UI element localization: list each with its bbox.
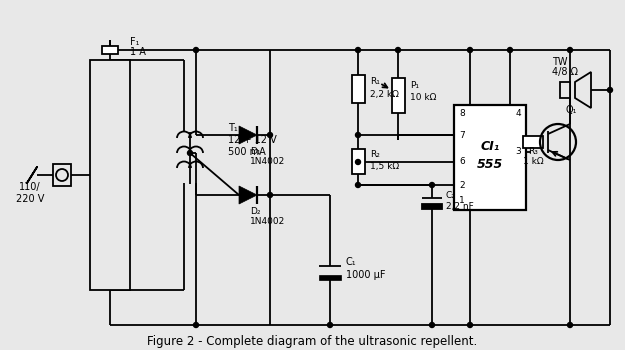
Circle shape: [508, 48, 512, 52]
Text: 4: 4: [515, 109, 521, 118]
Polygon shape: [239, 126, 257, 144]
Bar: [319, 274, 341, 280]
Bar: [560, 82, 570, 98]
Text: 4/8 Ω: 4/8 Ω: [552, 67, 578, 77]
Text: R₁: R₁: [370, 77, 380, 86]
Text: Figure 2 - Complete diagram of the ultrasonic repellent.: Figure 2 - Complete diagram of the ultra…: [148, 336, 478, 349]
Bar: [523, 136, 543, 148]
Text: 555: 555: [477, 159, 503, 172]
Text: TW: TW: [552, 57, 568, 67]
Bar: [351, 149, 364, 174]
Text: 3: 3: [515, 147, 521, 156]
Text: C₂: C₂: [446, 191, 456, 201]
Bar: [454, 105, 526, 210]
Text: 1,5 kΩ: 1,5 kΩ: [370, 162, 399, 171]
Text: 6: 6: [459, 158, 465, 167]
Circle shape: [194, 48, 199, 52]
Circle shape: [608, 88, 612, 92]
Text: 500 mA: 500 mA: [228, 147, 266, 157]
Circle shape: [356, 133, 361, 138]
Circle shape: [396, 48, 401, 52]
Bar: [351, 75, 364, 103]
Text: 2,2 nF: 2,2 nF: [446, 203, 474, 211]
Text: 12 + 12 V: 12 + 12 V: [228, 135, 277, 145]
Circle shape: [429, 322, 434, 328]
Text: 2,2 kΩ: 2,2 kΩ: [370, 90, 399, 98]
Bar: [90, 60, 130, 290]
Circle shape: [468, 322, 472, 328]
Text: 7: 7: [459, 131, 465, 140]
Circle shape: [268, 133, 272, 138]
Text: 1 kΩ: 1 kΩ: [522, 158, 543, 167]
Circle shape: [194, 322, 199, 328]
Circle shape: [356, 160, 361, 164]
Text: 8: 8: [459, 109, 465, 118]
Circle shape: [568, 322, 572, 328]
Bar: [53, 164, 71, 186]
Text: 1000 μF: 1000 μF: [346, 270, 386, 280]
Polygon shape: [239, 186, 257, 204]
Text: 110/
220 V: 110/ 220 V: [16, 182, 44, 204]
Bar: [102, 46, 118, 54]
Bar: [422, 203, 442, 209]
Text: T₁: T₁: [228, 123, 238, 133]
Text: 1: 1: [459, 196, 465, 205]
Circle shape: [328, 322, 332, 328]
Text: R₃: R₃: [528, 147, 538, 156]
Text: 1N4002: 1N4002: [250, 156, 285, 166]
Bar: [391, 77, 404, 112]
Text: 1 A: 1 A: [130, 47, 146, 57]
Text: P₁: P₁: [410, 80, 419, 90]
Text: 2: 2: [459, 181, 465, 189]
Text: 10 kΩ: 10 kΩ: [410, 93, 436, 103]
Text: D₁: D₁: [250, 147, 261, 156]
Circle shape: [568, 48, 572, 52]
Circle shape: [188, 150, 192, 155]
Text: 1N4002: 1N4002: [250, 217, 285, 225]
Text: F₁: F₁: [130, 37, 139, 47]
Text: Q₁: Q₁: [566, 105, 578, 115]
Circle shape: [468, 48, 472, 52]
Circle shape: [429, 182, 434, 188]
Text: R₂: R₂: [370, 150, 380, 159]
Circle shape: [356, 182, 361, 188]
Circle shape: [268, 193, 272, 197]
Text: D₂: D₂: [250, 208, 261, 217]
Circle shape: [356, 48, 361, 52]
Text: CI₁: CI₁: [481, 140, 499, 154]
Text: C₁: C₁: [346, 257, 357, 267]
